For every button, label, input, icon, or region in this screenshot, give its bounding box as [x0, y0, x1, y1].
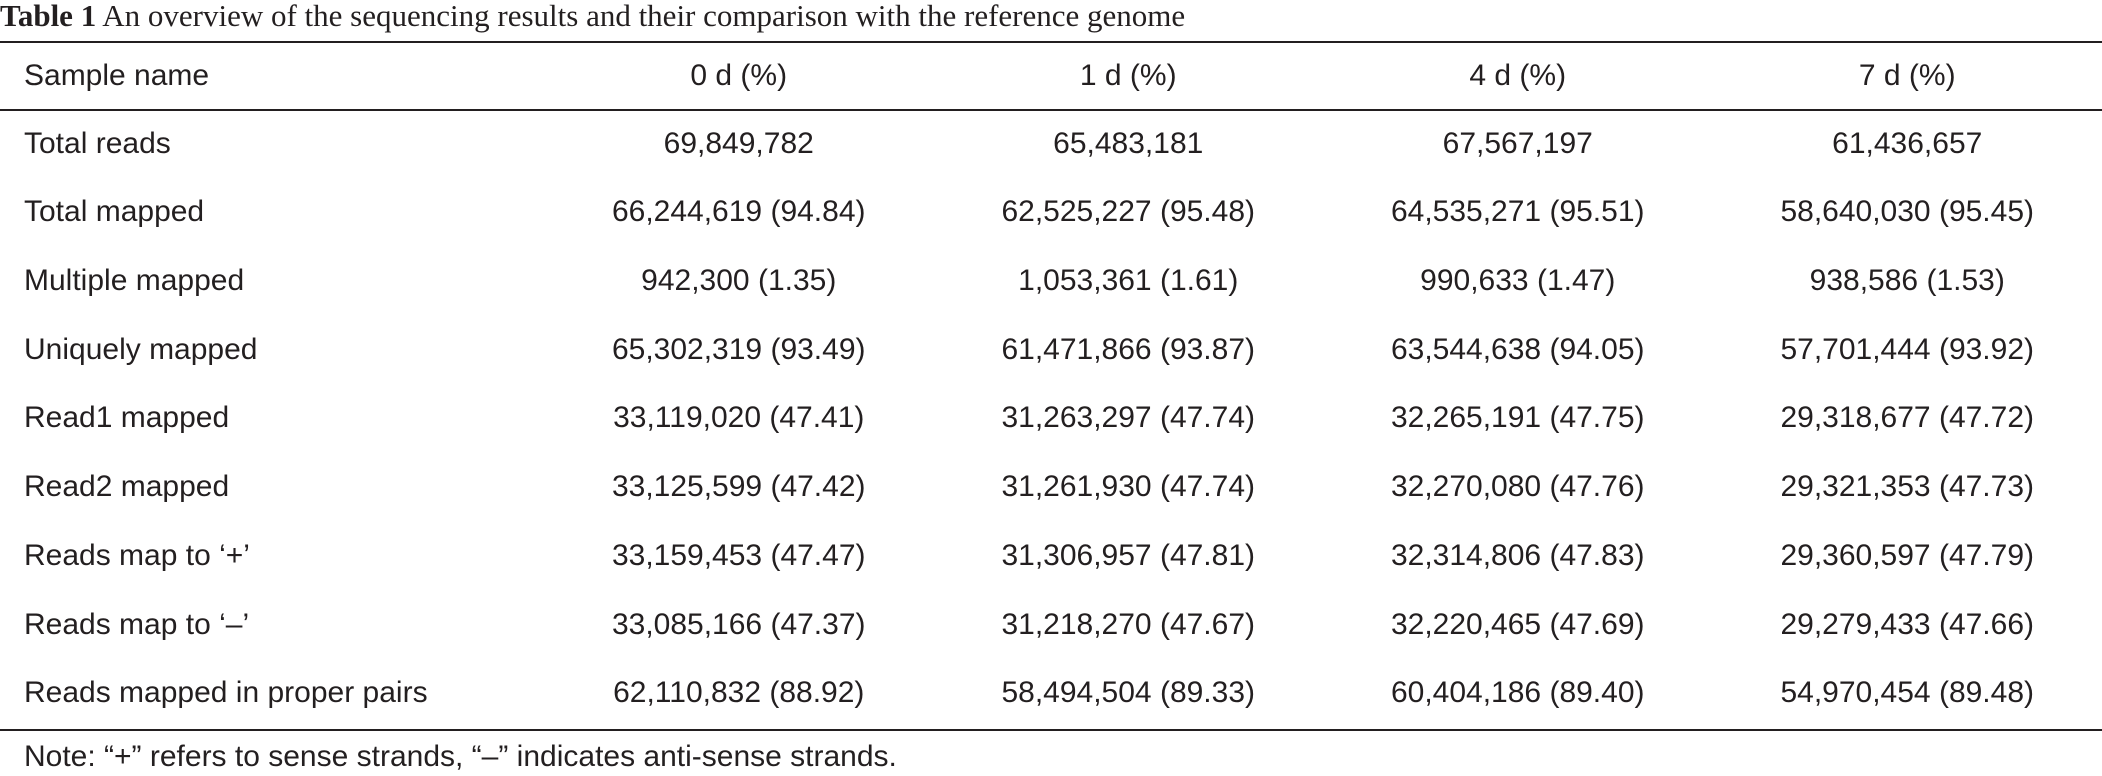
table-cell: 58,640,030 (95.45) [1780, 195, 2035, 229]
row-label: Reads map to ‘–’ [24, 607, 250, 641]
table-cell: 29,318,677 (47.72) [1780, 401, 2035, 435]
row-label: Read1 mapped [24, 401, 230, 435]
table-row: Reads map to ‘+’ 33,159,453 (47.47) 31,3… [0, 522, 2102, 591]
column-header-sample-name: Sample name [24, 59, 210, 92]
table-cell: 64,535,271 (95.51) [1390, 195, 1645, 229]
table-cell: 32,265,191 (47.75) [1390, 401, 1645, 435]
row-label: Reads mapped in proper pairs [24, 676, 428, 710]
table-cell: 990,633 (1.47) [1420, 263, 1616, 297]
table-cell: 942,300 (1.35) [641, 263, 837, 297]
table-row: Multiple mapped 942,300 (1.35) 1,053,361… [0, 247, 2102, 316]
table-cell: 29,279,433 (47.66) [1780, 607, 2035, 641]
row-label: Uniquely mapped [24, 332, 258, 366]
table-row: Total mapped 66,244,619 (94.84) 62,525,2… [0, 178, 2102, 247]
table-cell: 1,053,361 (1.61) [1018, 263, 1239, 297]
sequencing-results-table: Sample name 0 d (%) 1 d (%) 4 d (%) 7 d … [0, 43, 2102, 728]
table-cell: 54,970,454 (89.48) [1780, 676, 2035, 710]
row-label: Total reads [24, 127, 171, 161]
column-header-1d: 1 d (%) [1079, 59, 1177, 92]
row-label: Multiple mapped [24, 263, 245, 297]
table-cell: 69,849,782 [663, 127, 814, 161]
table-cell: 29,360,597 (47.79) [1780, 538, 2035, 572]
table-cell: 61,471,866 (93.87) [1001, 332, 1256, 366]
table-cell: 33,159,453 (47.47) [611, 538, 866, 572]
table-cell: 65,302,319 (93.49) [611, 332, 866, 366]
table-cell: 31,263,297 (47.74) [1001, 401, 1256, 435]
table-cell: 57,701,444 (93.92) [1780, 332, 2035, 366]
table-row: Read2 mapped 33,125,599 (47.42) 31,261,9… [0, 453, 2102, 522]
table-row: Read1 mapped 33,119,020 (47.41) 31,263,2… [0, 384, 2102, 453]
table-footnote: Note: “+” refers to sense strands, “–” i… [24, 740, 897, 773]
table-cell: 58,494,504 (89.33) [1001, 676, 1256, 710]
table-cell: 32,220,465 (47.69) [1390, 607, 1645, 641]
table-cell: 62,525,227 (95.48) [1001, 195, 1256, 229]
table-caption-label: Table 1 [0, 0, 97, 33]
table-cell: 62,110,832 (88.92) [613, 676, 865, 710]
table-cell: 31,218,270 (47.67) [1001, 607, 1256, 641]
table-header-row: Sample name 0 d (%) 1 d (%) 4 d (%) 7 d … [0, 43, 2102, 109]
table-cell: 60,404,186 (89.40) [1390, 676, 1645, 710]
table-cell: 33,119,020 (47.41) [613, 401, 865, 435]
row-label: Total mapped [24, 195, 205, 229]
table-cell: 31,261,930 (47.74) [1001, 470, 1256, 504]
column-header-7d: 7 d (%) [1858, 59, 1956, 92]
column-header-4d: 4 d (%) [1469, 59, 1567, 92]
table-top-rule [0, 41, 2102, 43]
row-label: Reads map to ‘+’ [24, 538, 250, 572]
table-caption: Table 1 An overview of the sequencing re… [0, 0, 1185, 40]
table-cell: 938,586 (1.53) [1809, 263, 2005, 297]
column-header-0d: 0 d (%) [690, 59, 788, 92]
table-header-rule [0, 109, 2102, 111]
table-bottom-rule [0, 729, 2102, 731]
table-row: Uniquely mapped 65,302,319 (93.49) 61,47… [0, 315, 2102, 384]
table-cell: 29,321,353 (47.73) [1780, 470, 2035, 504]
table-caption-text: An overview of the sequencing results an… [102, 0, 1186, 33]
table-cell: 31,306,957 (47.81) [1001, 538, 1256, 572]
table-cell: 32,270,080 (47.76) [1390, 470, 1645, 504]
table-cell: 32,314,806 (47.83) [1390, 538, 1645, 572]
table-cell: 63,544,638 (94.05) [1390, 332, 1645, 366]
table-row: Reads map to ‘–’ 33,085,166 (47.37) 31,2… [0, 590, 2102, 659]
table-cell: 33,125,599 (47.42) [611, 470, 866, 504]
table-cell: 61,436,657 [1832, 127, 1983, 161]
table-cell: 67,567,197 [1442, 127, 1593, 161]
table-cell: 66,244,619 (94.84) [611, 195, 866, 229]
row-label: Read2 mapped [24, 470, 230, 504]
table-cell: 33,085,166 (47.37) [611, 607, 866, 641]
table-cell: 65,483,181 [1053, 127, 1204, 161]
table-row: Total reads 69,849,782 65,483,181 67,567… [0, 109, 2102, 178]
table-row: Reads mapped in proper pairs 62,110,832 … [0, 659, 2102, 728]
